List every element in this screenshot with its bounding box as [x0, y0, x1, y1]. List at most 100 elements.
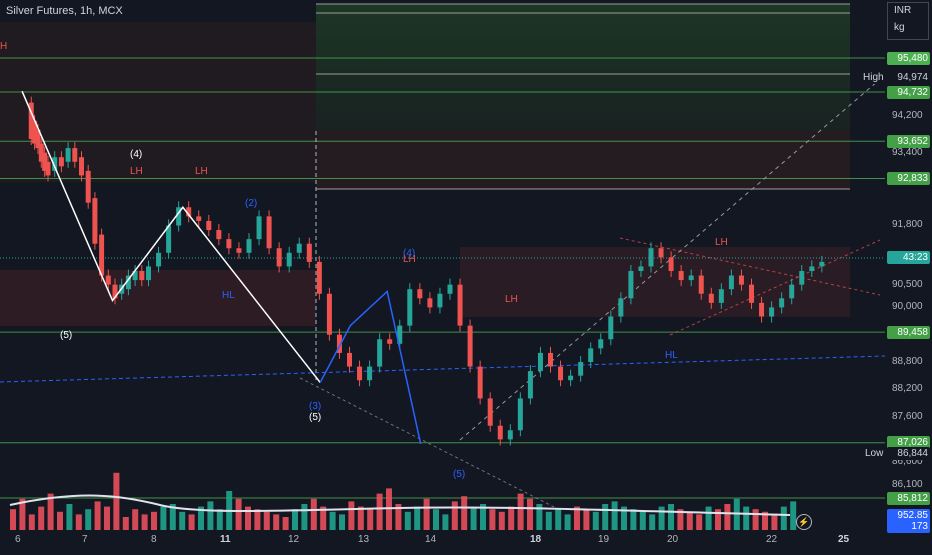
wave-annotation: H [0, 41, 7, 52]
currency-label[interactable]: INR [894, 5, 912, 16]
volume-bar [508, 506, 515, 530]
candle-body [38, 143, 44, 162]
candle-body [527, 371, 533, 399]
price-tick: 86,600 [892, 456, 923, 468]
wave-annotation: (5) [60, 330, 72, 341]
price-tick: 87,600 [892, 410, 923, 422]
candle-body [628, 270, 634, 299]
candle-body [256, 216, 262, 240]
volume-bar [38, 506, 45, 530]
volume-bar [545, 511, 552, 530]
candle-body [125, 275, 131, 290]
candle-body [779, 298, 785, 308]
wave-annotation: (4) [130, 149, 142, 160]
candle-body [598, 339, 604, 349]
candle-body [196, 216, 202, 221]
candle-body [156, 252, 162, 267]
candle-body [457, 284, 463, 326]
candle-body [28, 102, 34, 140]
volume-bar [169, 504, 176, 530]
volume-bar [649, 514, 656, 530]
candle-body [809, 266, 815, 271]
candle-body [45, 161, 51, 176]
volume-bar [517, 493, 524, 530]
symbol-title[interactable]: Silver Futures, 1h, MCX [6, 5, 123, 17]
candle-body [357, 366, 363, 381]
volume-bar [677, 509, 684, 530]
volume-bar [160, 506, 167, 530]
volume-bar [348, 501, 355, 530]
candle-body [497, 425, 503, 440]
volume-bar [216, 509, 223, 530]
high-label-tag: High [860, 71, 887, 84]
level-price-tag: 87,026 [887, 436, 930, 450]
candle-body [467, 325, 473, 367]
replay-lightning-icon[interactable]: ⚡ [796, 514, 812, 530]
candle-body [65, 148, 71, 162]
volume-bar [104, 506, 110, 530]
wave-annotation: (3) [309, 401, 321, 412]
volume-bar [85, 509, 92, 530]
candle-body [186, 207, 192, 217]
candle-body [377, 339, 383, 367]
level-price-tag: 95,480 [887, 51, 930, 65]
volume-bar [574, 506, 580, 530]
candle-body [52, 157, 58, 171]
candle-body [749, 284, 754, 303]
candle-body [698, 275, 704, 294]
wave-annotation: LH [130, 166, 143, 177]
candle-body [517, 398, 523, 431]
time-tick: 19 [598, 534, 610, 545]
volume-bar [94, 501, 101, 530]
unit-label[interactable]: kg [894, 22, 905, 33]
countdown-tag: 43:23 [887, 251, 930, 264]
candle-body [427, 298, 433, 308]
lh-trendline [619, 237, 881, 296]
projection-line [299, 377, 561, 511]
wave-annotation: LH [195, 166, 208, 177]
candle-body [568, 375, 574, 381]
volume-bar [395, 504, 402, 530]
candle-body [588, 348, 594, 363]
time-tick: 6 [15, 534, 21, 545]
time-tick: 7 [82, 534, 88, 545]
volume-bar [113, 472, 120, 530]
wave-annotation: LH [505, 294, 518, 305]
candle-body [789, 284, 795, 299]
candle-body [176, 207, 182, 226]
candle-body [608, 316, 614, 340]
candle-body [728, 275, 734, 290]
candle-body [326, 293, 332, 335]
volume-bar [451, 501, 458, 530]
candle-body [166, 225, 172, 253]
candle-body [477, 366, 483, 399]
candle-body [759, 302, 765, 317]
currency-unit-selector[interactable]: INR kg [887, 2, 929, 40]
volume-bar [527, 498, 533, 530]
volume-bar [141, 514, 148, 530]
candle-body [92, 198, 98, 244]
low-value-tag: 86,844 [887, 447, 930, 460]
time-tick: 18 [530, 534, 542, 545]
candle-body [105, 275, 111, 285]
candle-body [507, 430, 513, 440]
candle-body [648, 248, 654, 267]
candle-body [99, 234, 105, 276]
volume-bar [639, 511, 646, 530]
volume-bar [583, 509, 590, 530]
volume-bar [724, 504, 731, 530]
elliott-wave-white [21, 90, 321, 383]
candle-body [407, 289, 413, 326]
volume-bar [282, 517, 289, 530]
candle-body [72, 148, 78, 162]
volume-bar [705, 506, 712, 530]
candle-body [537, 352, 543, 372]
volume-bar [66, 504, 73, 530]
candle-body [799, 270, 805, 285]
volume-bar [715, 509, 721, 530]
volume-bar [235, 498, 242, 530]
volume-bar [686, 511, 693, 530]
volume-bar [357, 506, 364, 530]
